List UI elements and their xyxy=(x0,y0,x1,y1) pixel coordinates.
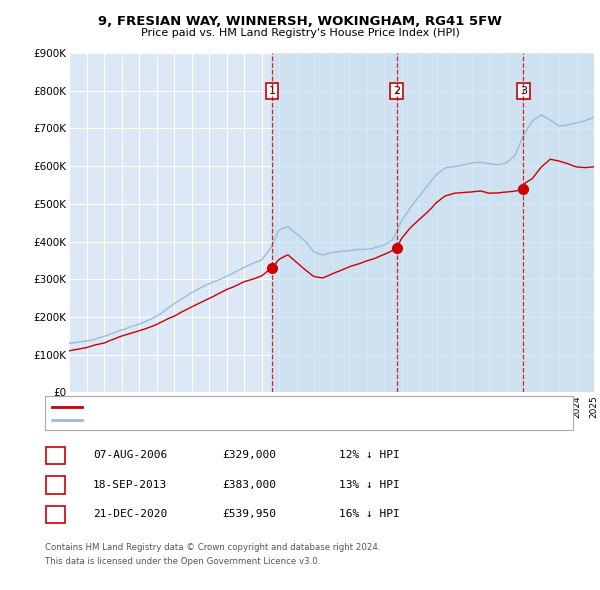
Text: 9, FRESIAN WAY, WINNERSH, WOKINGHAM, RG41 5FW: 9, FRESIAN WAY, WINNERSH, WOKINGHAM, RG4… xyxy=(98,15,502,28)
Text: 2: 2 xyxy=(52,480,59,490)
Text: 13% ↓ HPI: 13% ↓ HPI xyxy=(339,480,400,490)
Text: 1: 1 xyxy=(269,86,275,96)
Text: This data is licensed under the Open Government Licence v3.0.: This data is licensed under the Open Gov… xyxy=(45,557,320,566)
Text: £329,000: £329,000 xyxy=(222,451,276,460)
Text: 21-DEC-2020: 21-DEC-2020 xyxy=(93,510,167,519)
Text: 07-AUG-2006: 07-AUG-2006 xyxy=(93,451,167,460)
Text: 16% ↓ HPI: 16% ↓ HPI xyxy=(339,510,400,519)
Text: 12% ↓ HPI: 12% ↓ HPI xyxy=(339,451,400,460)
Bar xyxy=(523,53,594,392)
Text: 3: 3 xyxy=(520,86,527,96)
Text: Contains HM Land Registry data © Crown copyright and database right 2024.: Contains HM Land Registry data © Crown c… xyxy=(45,543,380,552)
Text: £383,000: £383,000 xyxy=(222,480,276,490)
Text: Price paid vs. HM Land Registry's House Price Index (HPI): Price paid vs. HM Land Registry's House … xyxy=(140,28,460,38)
Text: 18-SEP-2013: 18-SEP-2013 xyxy=(93,480,167,490)
Text: 1: 1 xyxy=(52,451,59,460)
Text: £539,950: £539,950 xyxy=(222,510,276,519)
Bar xyxy=(397,53,523,392)
Text: HPI: Average price, detached house, Wokingham: HPI: Average price, detached house, Woki… xyxy=(88,415,326,425)
Text: 3: 3 xyxy=(52,510,59,519)
Bar xyxy=(272,53,397,392)
Text: 2: 2 xyxy=(393,86,400,96)
Text: 9, FRESIAN WAY, WINNERSH, WOKINGHAM, RG41 5FW (detached house): 9, FRESIAN WAY, WINNERSH, WOKINGHAM, RG4… xyxy=(88,402,443,411)
